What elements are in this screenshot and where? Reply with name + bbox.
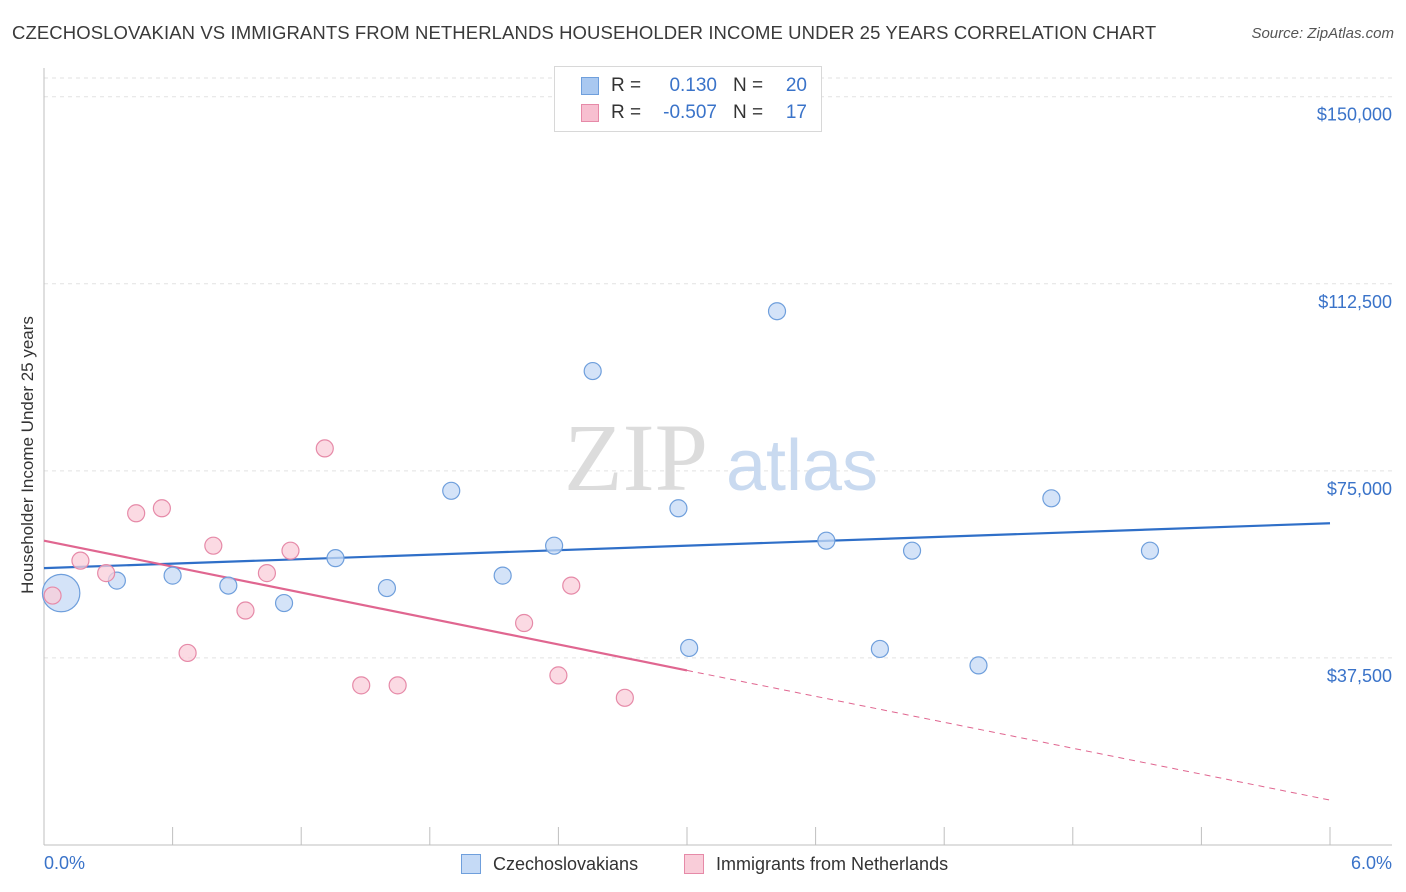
point-netherlands — [562, 576, 581, 595]
czech-swatch — [581, 77, 599, 95]
point-netherlands — [352, 676, 371, 695]
point-czechoslovakians — [493, 566, 512, 585]
point-czechoslovakians — [969, 656, 988, 675]
point-czechoslovakians — [545, 536, 564, 555]
point-czechoslovakians — [326, 549, 345, 568]
point-czechoslovakians — [219, 576, 238, 595]
n-label: N = — [733, 75, 764, 96]
r-value: -0.507 — [663, 102, 717, 123]
watermark: ZIP atlas — [564, 404, 878, 511]
point-netherlands — [615, 688, 634, 707]
point-czechoslovakians — [442, 481, 461, 500]
point-czechoslovakians — [680, 638, 699, 658]
stats-row-netherlands: R = -0.507 N = 17 — [555, 100, 821, 126]
point-netherlands — [43, 586, 62, 605]
point-czechoslovakians — [377, 578, 397, 598]
point-czechoslovakians — [870, 639, 890, 659]
trend-line-netherlands — [43, 539, 688, 672]
chart-title: CZECHOSLOVAKIAN VS IMMIGRANTS FROM NETHE… — [12, 22, 1157, 43]
trend-line-czechoslovakians — [43, 522, 1331, 570]
point-netherlands — [388, 676, 407, 695]
stats-box: R = 0.130 N = 20 R = -0.507 N = 17 — [554, 66, 822, 132]
tick-labels: $37,500 $75,000 $112,500 $150,000 0.0% 6.0% — [44, 105, 1392, 873]
y-tick-label: $37,500 — [1327, 666, 1392, 686]
data-points — [41, 302, 1160, 707]
legend-label: Czechoslovakians — [493, 854, 639, 874]
r-value: 0.130 — [669, 75, 717, 96]
point-netherlands — [178, 643, 197, 663]
point-netherlands — [315, 439, 334, 458]
netherlands-swatch — [581, 104, 599, 122]
point-netherlands — [204, 536, 223, 555]
point-netherlands — [97, 564, 116, 583]
point-netherlands — [257, 564, 277, 583]
legend-swatch — [461, 854, 481, 874]
n-value: 20 — [785, 75, 807, 96]
legend-label: Immigrants from Netherlands — [716, 854, 949, 874]
point-netherlands — [127, 504, 146, 523]
r-label: R = — [611, 75, 642, 96]
legend-swatch — [684, 854, 704, 874]
n-label: N = — [733, 102, 764, 123]
r-label: R = — [611, 102, 642, 123]
point-netherlands — [281, 541, 300, 560]
n-value: 17 — [785, 102, 807, 123]
point-czechoslovakians — [902, 541, 922, 560]
point-netherlands — [549, 666, 568, 685]
y-tick-label: $112,500 — [1318, 292, 1392, 312]
x-tick-label: 6.0% — [1351, 853, 1392, 873]
trend-lines — [43, 522, 1331, 801]
point-netherlands — [152, 499, 171, 518]
point-czechoslovakians — [583, 361, 602, 381]
trend-line-netherlands-extension — [686, 669, 1331, 801]
y-tick-label: $150,000 — [1317, 105, 1392, 125]
point-czechoslovakians — [817, 531, 836, 550]
point-netherlands — [515, 613, 534, 633]
stats-row-czech: R = 0.130 N = 20 — [555, 73, 821, 99]
grid-lines — [44, 77, 1392, 659]
watermark-atlas: atlas — [726, 426, 878, 506]
x-tick-label: 0.0% — [44, 853, 85, 873]
point-czechoslovakians — [767, 302, 787, 321]
point-czechoslovakians — [163, 566, 182, 585]
point-netherlands — [236, 601, 255, 620]
point-netherlands — [71, 551, 90, 570]
axes — [43, 68, 1392, 846]
y-tick-label: $75,000 — [1327, 479, 1392, 499]
point-czechoslovakians — [669, 499, 688, 518]
point-czechoslovakians — [1042, 489, 1061, 508]
source-label: Source: ZipAtlas.com — [1251, 25, 1394, 42]
point-czechoslovakians — [1140, 541, 1160, 560]
point-czechoslovakians — [274, 593, 294, 613]
watermark-zip: ZIP — [564, 404, 708, 511]
